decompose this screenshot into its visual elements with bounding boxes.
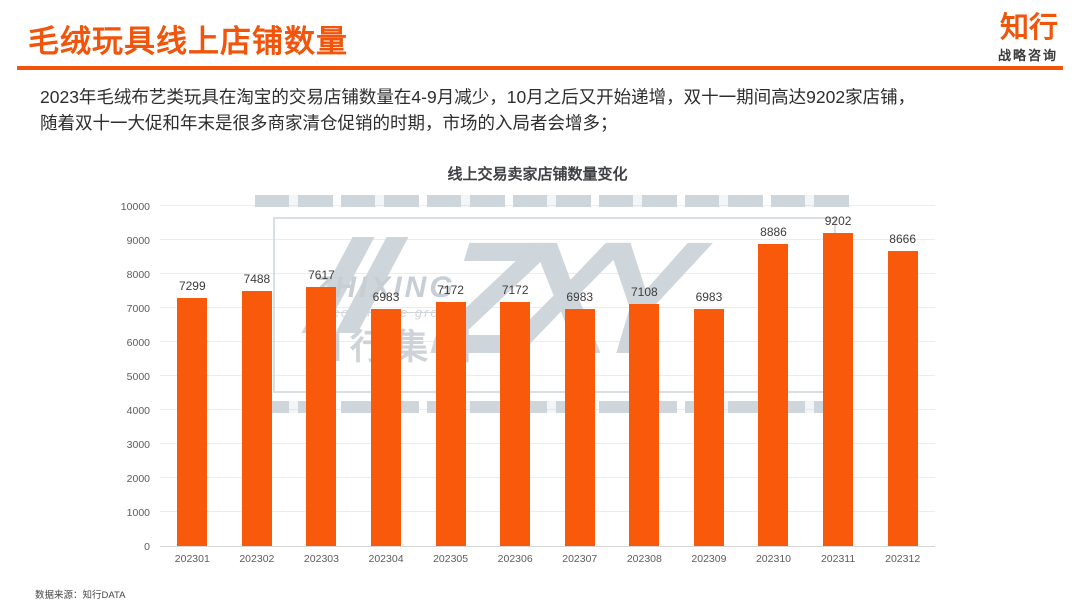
- y-axis-label: 3000: [126, 439, 150, 451]
- bar-value-label: 6983: [566, 289, 594, 304]
- bar: [241, 291, 272, 546]
- description-line-1: 2023年毛绒布艺类玩具在淘宝的交易店铺数量在4-9月减少，10月之后又开始递增…: [40, 87, 916, 107]
- y-axis-label: 9000: [126, 235, 150, 247]
- bar-slot: 7299: [160, 207, 225, 546]
- bar: [177, 297, 208, 546]
- bar: [758, 243, 789, 546]
- bars-container: 7299 7488 7617 6983 7172 7172 6983 7108 6983 8886…: [160, 207, 935, 546]
- y-axis-label: 1000: [126, 507, 150, 519]
- bar-value-label: 6983: [372, 289, 400, 304]
- bar-slot: 8666: [870, 207, 935, 546]
- logo-name: 知行: [999, 12, 1058, 44]
- x-axis-label: 202311: [820, 553, 856, 565]
- bar-value-label: 6983: [695, 289, 723, 304]
- bar-slot: 8886: [741, 207, 806, 546]
- bar: [629, 304, 660, 546]
- header-divider: [17, 66, 1063, 70]
- bar: [306, 287, 337, 546]
- x-axis-label: 202302: [239, 553, 275, 565]
- x-axis-label: 202309: [691, 553, 727, 565]
- x-axis-label: 202308: [626, 553, 662, 565]
- y-axis-label: 4000: [126, 405, 150, 417]
- bar-chart: ZXY ZHIXING e-commerce group 知行集团 ® 7299…: [121, 195, 935, 565]
- x-axis-label: 202304: [368, 553, 404, 565]
- grid-line: [160, 239, 935, 240]
- bar-value-label: 7108: [630, 285, 658, 300]
- bar: [823, 233, 854, 546]
- x-axis-label: 202305: [433, 553, 469, 565]
- x-axis-labels: 202301 202302 202303 202304 202305 202306 2023…: [160, 546, 935, 565]
- chart-title: 线上交易卖家店铺数量变化: [447, 166, 628, 183]
- bar-slot: 6983: [547, 207, 612, 546]
- bar: [371, 308, 402, 546]
- grid-line: [160, 273, 935, 274]
- y-axis-label: 2000: [126, 473, 150, 485]
- grid-line: [160, 443, 935, 444]
- bar-value-label: 7488: [243, 272, 271, 287]
- bar-value-label: 7172: [501, 283, 529, 298]
- bar-slot: 7108: [612, 207, 677, 546]
- grid-line: [160, 341, 935, 342]
- x-axis-label: 202303: [303, 553, 339, 565]
- bar-slot: 7172: [483, 207, 548, 546]
- bar-slot: 6983: [354, 207, 419, 546]
- grid-line: [160, 477, 935, 478]
- data-source: 数据来源：知行DATA: [35, 590, 126, 601]
- y-axis-label: 8000: [126, 269, 150, 281]
- bar-value-label: 7617: [308, 268, 335, 283]
- description-text: 2023年毛绒布艺类玩具在淘宝的交易店铺数量在4-9月减少，10月之后又开始递增…: [40, 84, 1052, 136]
- bar-slot: 6983: [677, 207, 742, 546]
- x-axis-label: 202312: [885, 553, 921, 565]
- x-axis-label: 202307: [562, 553, 598, 565]
- brand-logo: 知行 战略咨询: [998, 12, 1058, 64]
- bar-slot: 7617: [289, 207, 354, 546]
- y-axis-label: 5000: [126, 371, 150, 383]
- bar-slot: 7172: [418, 207, 483, 546]
- y-axis-label: 10000: [120, 201, 150, 213]
- bar-value-label: 7299: [178, 278, 206, 293]
- bar-value-label: 7172: [437, 283, 464, 298]
- bar: [435, 302, 466, 546]
- bar-slot: 7488: [225, 207, 290, 546]
- page-title: 毛绒玩具线上店铺数量: [28, 24, 348, 59]
- logo-subtitle: 战略咨询: [997, 48, 1058, 63]
- bar-value-label: 9202: [824, 214, 852, 229]
- bar-slot: 9202: [806, 207, 871, 546]
- grid-line: [160, 205, 935, 206]
- bar-value-label: 8886: [760, 224, 787, 239]
- y-axis-label: 0: [144, 541, 150, 553]
- grid-line: [160, 511, 935, 512]
- grid-line: [160, 307, 935, 308]
- x-axis-label: 202310: [755, 553, 792, 565]
- bar: [693, 308, 724, 546]
- bar: [500, 302, 531, 546]
- grid-line: [160, 375, 935, 376]
- y-axis-label: 6000: [126, 337, 150, 349]
- y-axis-label: 7000: [126, 303, 150, 315]
- bar: [564, 308, 595, 546]
- bar-value-label: 8666: [889, 232, 916, 247]
- x-axis-label: 202306: [497, 553, 533, 565]
- bar: [887, 251, 918, 546]
- description-line-2: 随着双十一大促和年末是很多商家清仓促销的时期，市场的入局者会增多；: [40, 113, 618, 133]
- x-axis-label: 202301: [174, 553, 210, 565]
